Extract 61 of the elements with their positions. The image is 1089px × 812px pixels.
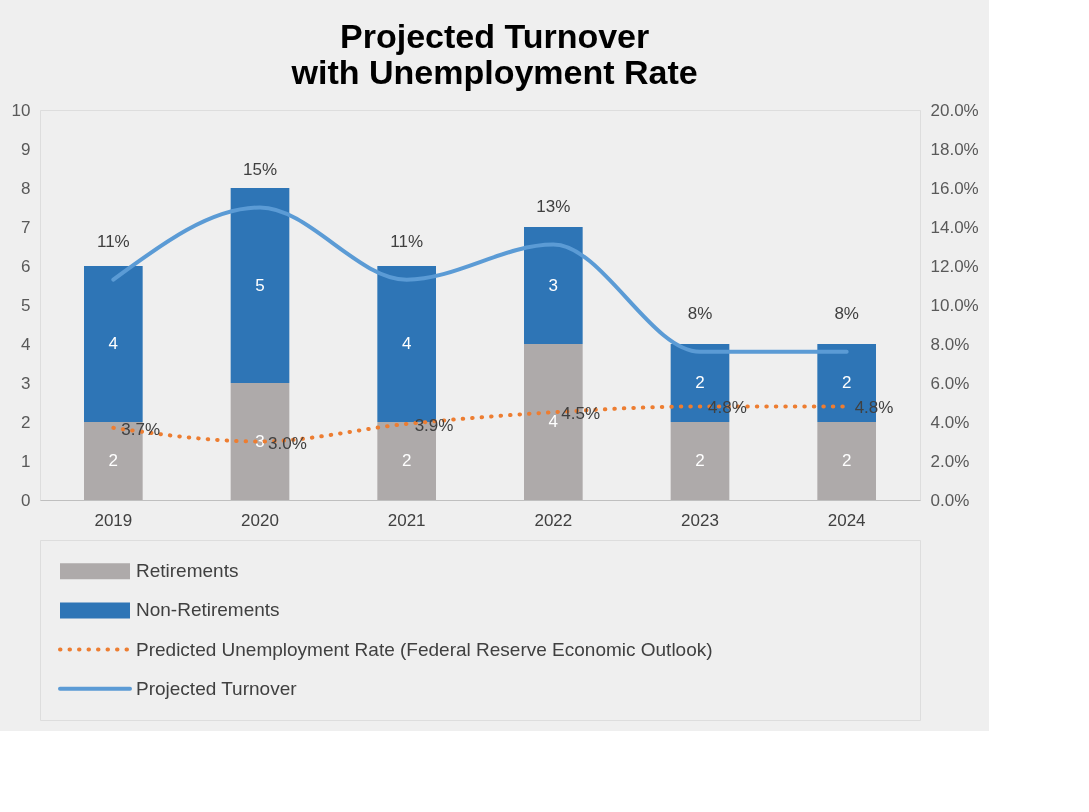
bar (84, 266, 143, 422)
y2-tick-label: 6.0% (930, 373, 970, 393)
y-tick-label: 4 (21, 334, 31, 354)
legend-label: Non-Retirements (136, 599, 280, 621)
y2-tick-label: 20.0% (930, 100, 979, 120)
data-label: 2 (695, 373, 705, 392)
bar (817, 422, 876, 500)
data-label: 11% (96, 231, 130, 251)
data-label: 4.5% (561, 404, 601, 424)
chart-title: Projected Turnover with Unemployment Rate (290, 16, 698, 91)
data-label: 2 (108, 451, 119, 470)
y-tick-label: 3 (21, 373, 31, 393)
data-label: 4 (108, 334, 119, 353)
x-tick-label: 2023 (681, 510, 719, 530)
data-label: 15% (242, 159, 278, 179)
y-tick-label: 0 (21, 490, 31, 510)
data-label: 8% (834, 303, 859, 323)
data-label: 3 (548, 275, 559, 295)
y-tick-label: 8 (21, 178, 31, 198)
y2-tick-label: 18.0% (930, 139, 979, 159)
y2-tick-label: 2.0% (930, 451, 970, 471)
data-label: 8% (687, 303, 713, 323)
legend-label: Predicted Unemployment Rate (Federal Reserve Economic Outlook) (136, 638, 713, 660)
data-label: 3.9% (414, 415, 454, 435)
data-label: 4.8% (708, 398, 747, 418)
data-label: 2 (401, 451, 412, 470)
y2-tick-label: 8.0% (930, 334, 970, 354)
legend-label: Projected Turnover (136, 677, 298, 699)
x-tick-label: 2021 (387, 510, 426, 530)
y2-tick-label: 12.0% (930, 256, 979, 276)
x-tick-label: 2024 (827, 510, 866, 530)
data-label: 3.0% (268, 433, 307, 453)
y2-tick-label: 0.0% (930, 490, 970, 510)
y2-tick-label: 14.0% (930, 217, 979, 237)
bar (670, 422, 730, 500)
data-label: 3.7% (121, 419, 161, 439)
data-label: 2 (841, 451, 852, 470)
y-tick-label: 5 (21, 295, 31, 315)
bar (230, 188, 290, 383)
data-label: 4 (401, 334, 412, 353)
y-tick-label: 7 (21, 217, 31, 237)
y-tick-label: 6 (21, 256, 31, 276)
y-tick-label: 1 (21, 451, 31, 471)
y2-tick-label: 10.0% (930, 295, 979, 315)
data-label: 4 (548, 412, 559, 431)
data-label: 2 (841, 373, 852, 392)
y2-tick-label: 4.0% (930, 412, 970, 432)
data-label: 2 (695, 451, 705, 470)
x-tick-label: 2022 (534, 510, 573, 530)
x-tick-label: 2019 (94, 510, 133, 530)
data-label: 3 (255, 431, 265, 451)
data-label: 11% (390, 231, 424, 251)
y-tick-label: 10 (11, 100, 31, 120)
bar (524, 227, 583, 344)
legend-label: Retirements (136, 560, 239, 582)
y2-tick-label: 16.0% (930, 178, 979, 198)
data-label: 13% (536, 196, 571, 216)
data-label: 5 (255, 275, 265, 295)
x-tick-label: 2020 (241, 510, 279, 530)
y-tick-label: 2 (21, 412, 31, 432)
y-tick-label: 9 (21, 139, 31, 159)
